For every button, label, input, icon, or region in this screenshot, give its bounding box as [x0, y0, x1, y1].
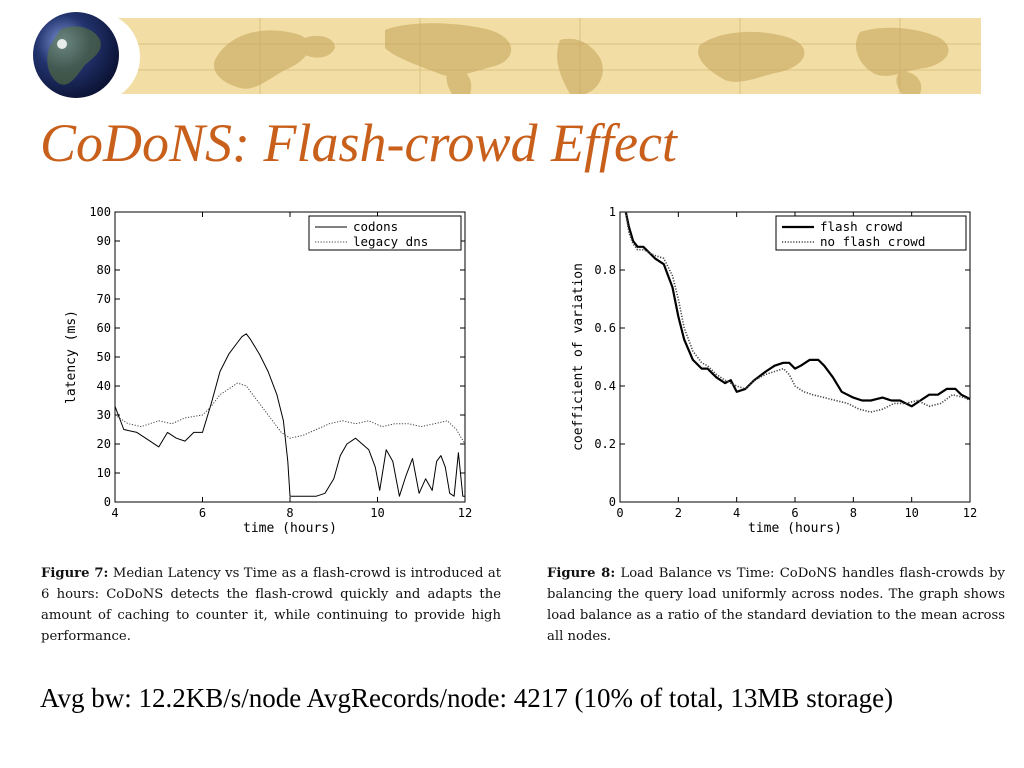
y-tick-label: 100 [89, 205, 111, 219]
figure-7-label: Figure 7: [41, 566, 109, 581]
series-line-1 [625, 211, 971, 413]
y-tick-label: 0.6 [594, 321, 616, 335]
y-tick-label: 0 [104, 495, 111, 509]
figure-8-label: Figure 8: [547, 566, 616, 581]
legend-entry: no flash crowd [820, 234, 925, 249]
y-tick-label: 30 [97, 408, 111, 422]
y-tick-label: 80 [97, 263, 111, 277]
y-tick-label: 0.4 [594, 379, 616, 393]
x-axis-label: time (hours) [243, 521, 337, 536]
slide-title: CoDoNS: Flash-crowd Effect [40, 113, 677, 173]
legend-entry: legacy dns [353, 234, 428, 249]
series-line-0 [114, 333, 465, 497]
series-line-1 [114, 382, 466, 445]
x-tick-label: 8 [850, 506, 857, 520]
x-tick-label: 12 [963, 506, 977, 520]
load-balance-chart: 0 2 4 6 8 10 12 0 0.2 0.4 0.6 0.8 1 time (hours) coeff… [540, 198, 1000, 548]
y-axis-label: coefficient of variation [571, 263, 586, 451]
y-tick-label: 0.8 [594, 263, 616, 277]
legend-box [775, 215, 967, 251]
latency-chart: 4 6 8 10 12 0 10 20 30 40 50 60 70 80 90 100 time (hours… [40, 198, 490, 548]
world-map-decoration [214, 23, 949, 94]
slide-footer: Avg bw: 12.2KB/s/node AvgRecords/node: 4… [40, 683, 894, 713]
series-line-0 [624, 211, 971, 408]
x-tick-label: 12 [458, 506, 472, 520]
legend-box [308, 215, 462, 251]
legend-entry: flash crowd [820, 219, 903, 234]
y-tick-label: 1 [609, 205, 616, 219]
header-banner [33, 12, 981, 102]
x-tick-label: 6 [791, 506, 798, 520]
figure-7-text: Median Latency vs Time as a flash-crowd … [41, 566, 502, 644]
map-grid [95, 18, 981, 94]
y-tick-label: 40 [97, 379, 111, 393]
x-tick-label: 10 [904, 506, 918, 520]
y-tick-label: 10 [97, 466, 111, 480]
x-tick-label: 4 [733, 506, 740, 520]
legend-entry: codons [353, 219, 398, 234]
x-axis-label: time (hours) [748, 521, 842, 536]
y-tick-label: 20 [97, 437, 111, 451]
x-tick-label: 8 [286, 506, 293, 520]
x-tick-label: 4 [111, 506, 118, 520]
x-tick-label: 6 [199, 506, 206, 520]
figure-8-caption: Figure 8: Load Balance vs Time: CoDoNS h… [547, 563, 1005, 647]
y-tick-label: 0.2 [594, 437, 616, 451]
figure-7-caption: Figure 7: Median Latency vs Time as a fl… [41, 563, 501, 647]
figure-8-text: Load Balance vs Time: CoDoNS handles fla… [547, 566, 1005, 644]
y-tick-label: 60 [97, 321, 111, 335]
latency-chart-svg: 4 6 8 10 12 0 10 20 30 40 50 60 70 80 90 100 time (hours… [64, 205, 472, 536]
load-balance-chart-svg: 0 2 4 6 8 10 12 0 0.2 0.4 0.6 0.8 1 time (hours) coeff… [571, 205, 977, 536]
x-tick-label: 2 [675, 506, 682, 520]
y-tick-label: 50 [97, 350, 111, 364]
globe-highlight [57, 39, 67, 49]
y-axis-label: latency (ms) [64, 310, 79, 404]
y-tick-label: 90 [97, 234, 111, 248]
plot-frame [619, 211, 971, 503]
x-tick-label: 0 [616, 506, 623, 520]
y-tick-label: 70 [97, 292, 111, 306]
x-tick-label: 10 [370, 506, 384, 520]
y-tick-label: 0 [609, 495, 616, 509]
